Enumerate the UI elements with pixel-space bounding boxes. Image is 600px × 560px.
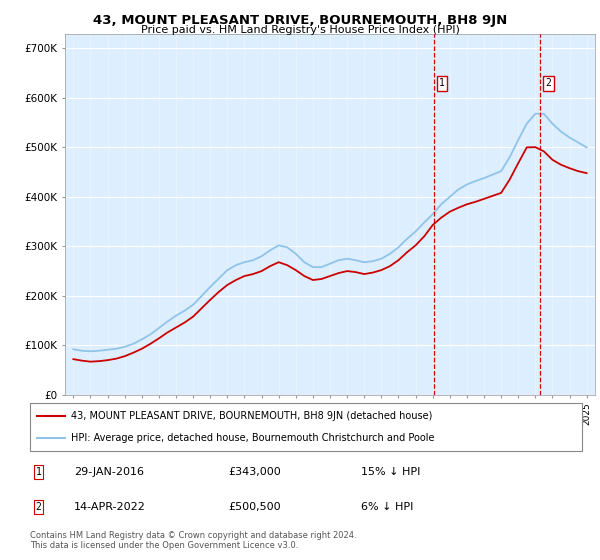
FancyBboxPatch shape xyxy=(30,403,582,451)
Text: HPI: Average price, detached house, Bournemouth Christchurch and Poole: HPI: Average price, detached house, Bour… xyxy=(71,433,435,443)
Text: 43, MOUNT PLEASANT DRIVE, BOURNEMOUTH, BH8 9JN (detached house): 43, MOUNT PLEASANT DRIVE, BOURNEMOUTH, B… xyxy=(71,411,433,421)
Text: £343,000: £343,000 xyxy=(229,467,281,477)
Text: Contains HM Land Registry data © Crown copyright and database right 2024.
This d: Contains HM Land Registry data © Crown c… xyxy=(30,531,356,550)
Text: 43, MOUNT PLEASANT DRIVE, BOURNEMOUTH, BH8 9JN: 43, MOUNT PLEASANT DRIVE, BOURNEMOUTH, B… xyxy=(93,14,507,27)
Text: £500,500: £500,500 xyxy=(229,502,281,512)
Text: 15% ↓ HPI: 15% ↓ HPI xyxy=(361,467,421,477)
Text: Price paid vs. HM Land Registry's House Price Index (HPI): Price paid vs. HM Land Registry's House … xyxy=(140,25,460,35)
Text: 6% ↓ HPI: 6% ↓ HPI xyxy=(361,502,413,512)
Text: 2: 2 xyxy=(35,502,41,512)
Text: 1: 1 xyxy=(35,467,41,477)
Text: 1: 1 xyxy=(439,78,445,88)
Text: 14-APR-2022: 14-APR-2022 xyxy=(74,502,146,512)
Text: 2: 2 xyxy=(545,78,551,88)
Text: 29-JAN-2016: 29-JAN-2016 xyxy=(74,467,144,477)
